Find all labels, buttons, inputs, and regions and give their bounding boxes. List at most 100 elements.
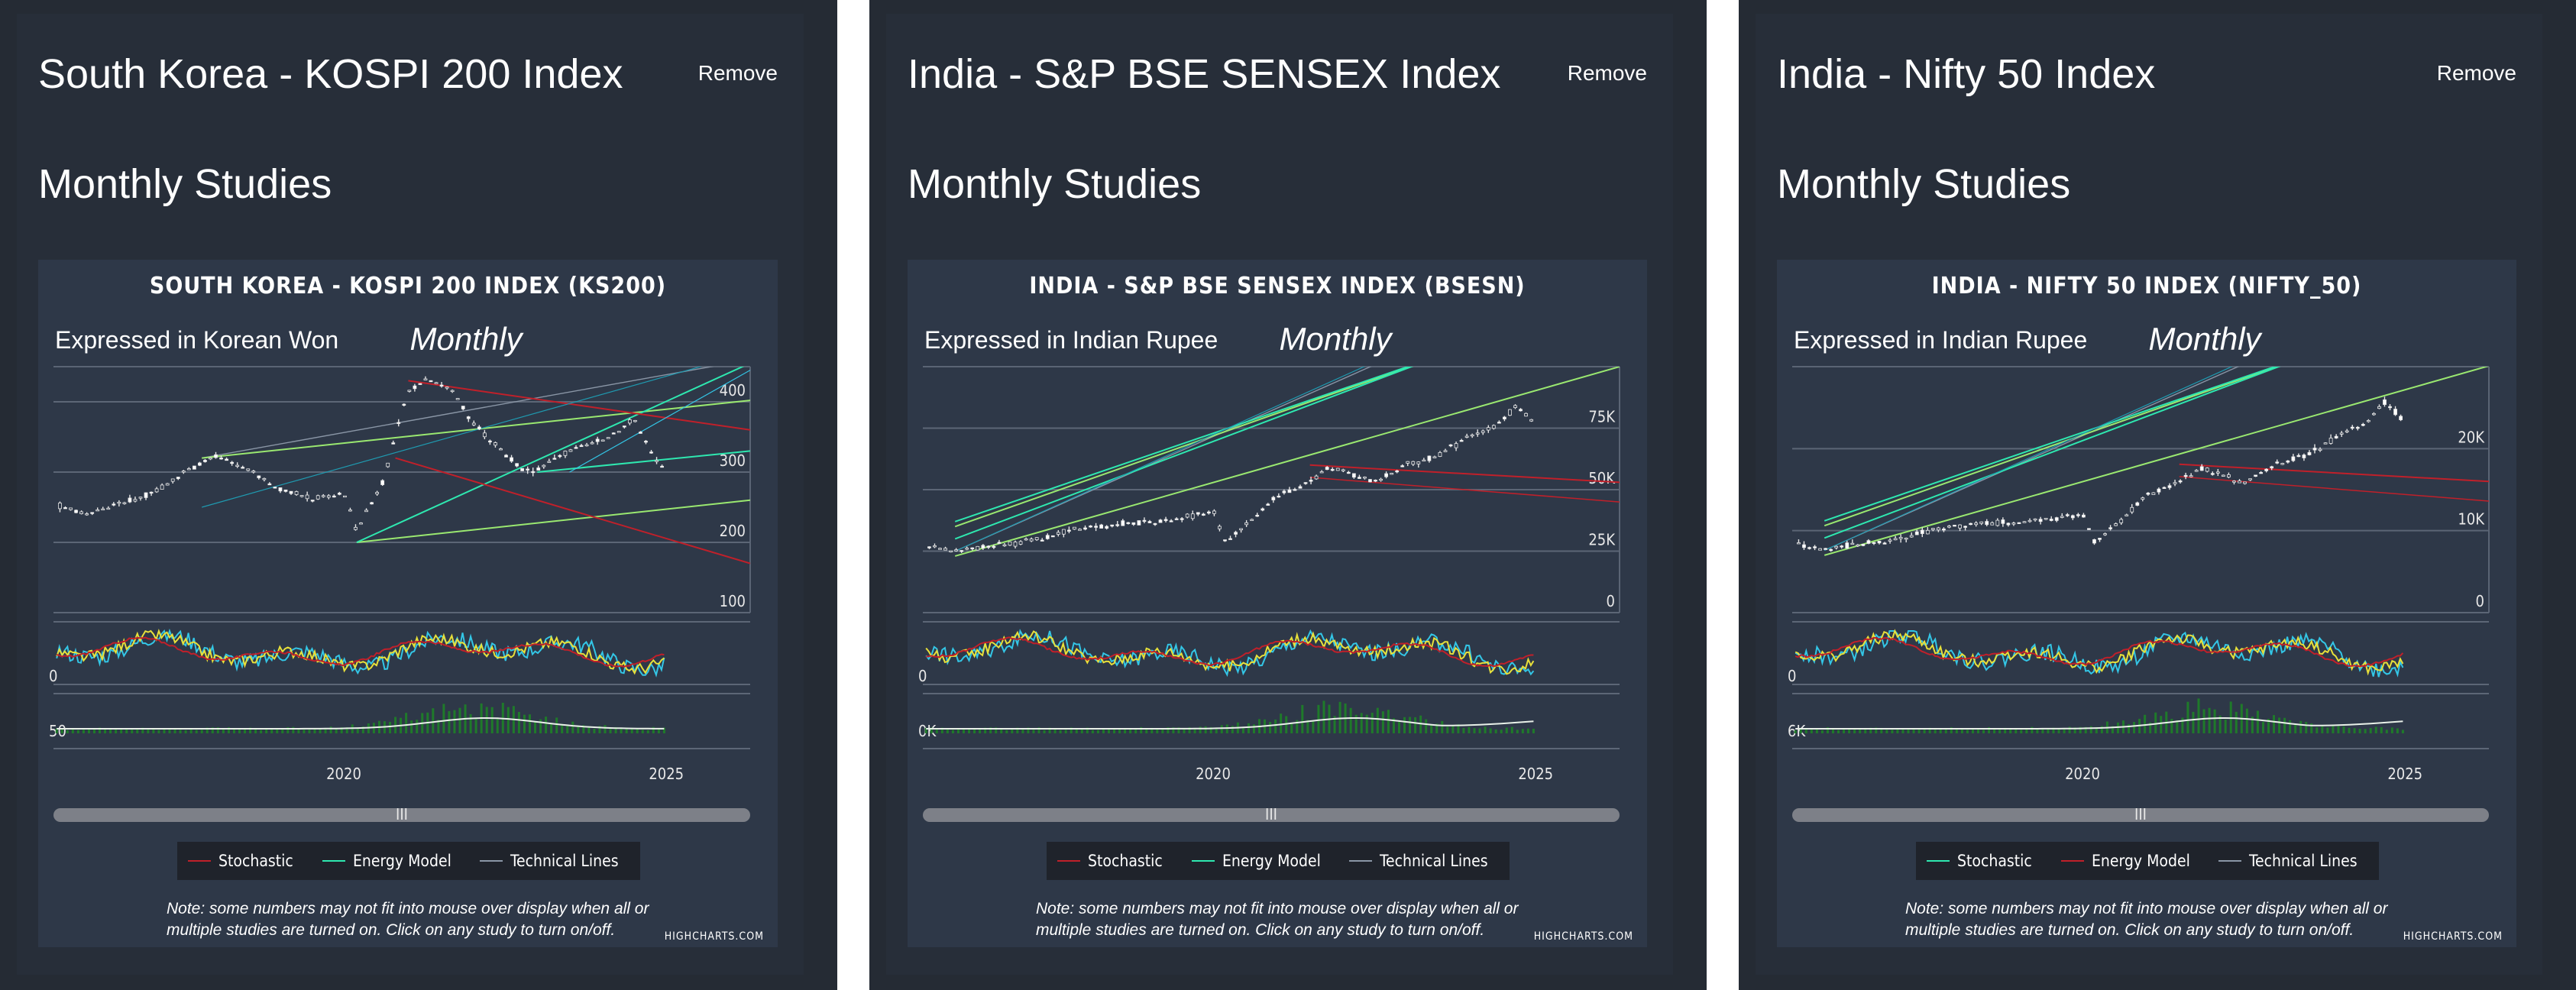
candle-body (2167, 485, 2172, 488)
energy-model-line (57, 717, 665, 730)
energy-bar (2267, 719, 2270, 733)
candle-body (2388, 406, 2392, 409)
energy-bar (1086, 727, 1089, 733)
remove-button[interactable]: Remove (1567, 61, 1647, 85)
legend-item[interactable]: Technical Lines (1379, 852, 1488, 870)
energy-bar (951, 730, 954, 733)
candle-body (359, 522, 363, 525)
legend-item[interactable]: Energy Model (2092, 852, 2190, 870)
stock-chart[interactable]: INDIA - S&P BSE SENSEX INDEX (BSESN) Expr… (908, 260, 1647, 947)
energy-bar (1032, 730, 1035, 733)
stochastic-signal-line (56, 636, 665, 668)
energy-bar (1966, 730, 1969, 733)
legend-item[interactable]: Stochastic (1957, 852, 2032, 870)
highcharts-credit-link[interactable]: HIGHCHARTS.COM (665, 930, 764, 943)
scrollbar-grip-icon[interactable]: III (396, 805, 408, 823)
candle-body (590, 442, 594, 445)
candles (58, 376, 664, 531)
legend-box (177, 842, 640, 880)
y-tick-label: 100 (720, 592, 746, 610)
candle-body (1384, 473, 1388, 477)
energy-bar (935, 729, 938, 733)
candle-body (1126, 522, 1131, 524)
candle-body (1985, 521, 1989, 526)
candle-body (1958, 524, 1962, 529)
energy-bar (1955, 727, 1958, 733)
candle-body (960, 550, 964, 552)
candle-body (1309, 480, 1313, 482)
energy-bar (1810, 730, 1813, 733)
candle-body (1228, 538, 1232, 540)
range-scrollbar[interactable] (1792, 808, 2489, 822)
legend-item[interactable]: Energy Model (353, 852, 451, 870)
candle-body (552, 458, 557, 460)
energy-bar (1124, 728, 1127, 733)
stochastic-d-line (56, 628, 665, 675)
energy-bar (109, 729, 112, 733)
energy-bar (2401, 730, 2404, 733)
remove-button[interactable]: Remove (697, 61, 778, 85)
energy-bar (1269, 722, 1272, 733)
candle-body (1314, 475, 1319, 480)
energy-bar (1027, 727, 1030, 733)
candle-body (2146, 492, 2150, 495)
candle-body (2302, 455, 2306, 458)
candle-body (2027, 519, 2032, 522)
energy-bar (2052, 727, 2055, 733)
legend-item[interactable]: Stochastic (218, 852, 293, 870)
candle-body (1255, 514, 1260, 517)
energy-bar (641, 730, 644, 733)
stock-chart[interactable]: SOUTH KOREA - KOSPI 200 INDEX (KS200) Exp… (38, 260, 778, 947)
remove-button[interactable]: Remove (2436, 61, 2516, 85)
legend-item[interactable]: Technical Lines (2248, 852, 2358, 870)
energy-bar (2256, 710, 2259, 733)
energy-bar (1183, 728, 1186, 733)
energy-bar (1005, 730, 1008, 733)
candle-body (2355, 426, 2360, 429)
energy-bar (1290, 723, 1293, 733)
energy-bar (1923, 728, 1926, 733)
range-scrollbar[interactable] (923, 808, 1620, 822)
stock-chart[interactable]: INDIA - NIFTY 50 INDEX (NIFTY_50) Express… (1777, 260, 2516, 947)
scrollbar-grip-icon[interactable]: III (1265, 805, 1277, 823)
energy-bar (458, 707, 461, 733)
currency-label: Expressed in Korean Won (55, 326, 338, 354)
trend-line (1824, 367, 2240, 552)
candle-body (1834, 545, 1839, 548)
energy-bar (432, 708, 435, 733)
legend-item[interactable]: Stochastic (1088, 852, 1163, 870)
candle-body (2286, 460, 2290, 463)
energy-bar (2170, 718, 2173, 733)
legend-item[interactable]: Technical Lines (510, 852, 619, 870)
candle-body (1937, 527, 1940, 531)
candle-body (1866, 540, 1871, 544)
candle-body (1508, 409, 1512, 416)
highcharts-credit-link[interactable]: HIGHCHARTS.COM (1534, 930, 1633, 943)
chart-title: INDIA - S&P BSE SENSEX INDEX (BSESN) (1029, 273, 1525, 299)
candle-body (310, 500, 315, 502)
energy-bar (534, 722, 537, 733)
energy-bar (2144, 714, 2147, 733)
candle-body (2372, 412, 2376, 416)
candle-body (568, 449, 573, 452)
candle-body (1497, 422, 1501, 424)
energy-bar (1338, 701, 1341, 733)
candle-body (455, 398, 460, 400)
candle-body (466, 416, 471, 419)
energy-bar (1532, 729, 1535, 733)
trend-line (569, 370, 750, 473)
scrollbar-grip-icon[interactable]: III (2134, 805, 2147, 823)
energy-bar (1070, 727, 1073, 733)
candle-body (2130, 506, 2134, 513)
energy-bar (1516, 730, 1519, 733)
highcharts-credit-link[interactable]: HIGHCHARTS.COM (2403, 930, 2503, 943)
candle-body (413, 385, 417, 390)
candle-body (1904, 537, 1908, 540)
range-scrollbar[interactable] (53, 808, 750, 822)
trend-line (1309, 464, 1620, 484)
candle-body (2254, 474, 2257, 477)
energy-axis-label: 0K (918, 722, 937, 740)
trend-line (1824, 367, 2489, 556)
legend-item[interactable]: Energy Model (1222, 852, 1321, 870)
candle-body (85, 513, 89, 516)
